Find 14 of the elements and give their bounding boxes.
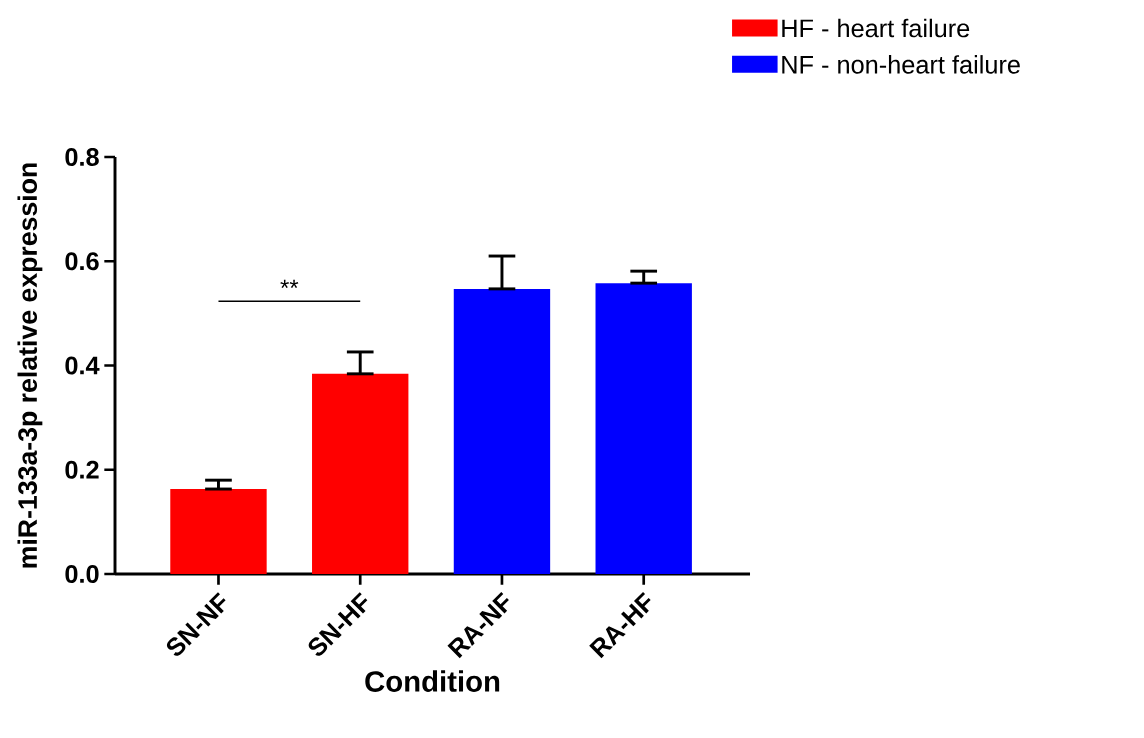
y-tick-label: 0.2: [65, 460, 99, 479]
bar: [595, 283, 692, 574]
x-axis-title: Condition: [365, 670, 500, 692]
y-tick-label: 0.6: [65, 252, 99, 271]
annotation: **: [280, 279, 299, 289]
y-tick-label: 0.0: [65, 565, 99, 583]
bar: [170, 489, 267, 574]
bar: [453, 288, 551, 574]
y-tick-label: 0.8: [65, 148, 99, 166]
legend-label: HF - heart failure: [782, 18, 970, 38]
bar: [312, 373, 409, 574]
y-tick-label: 0.4: [65, 356, 100, 375]
legend-label: NF - non-heart failure: [782, 55, 1020, 74]
y-axis-title: miR-133a-3p relative expression: [17, 163, 43, 568]
